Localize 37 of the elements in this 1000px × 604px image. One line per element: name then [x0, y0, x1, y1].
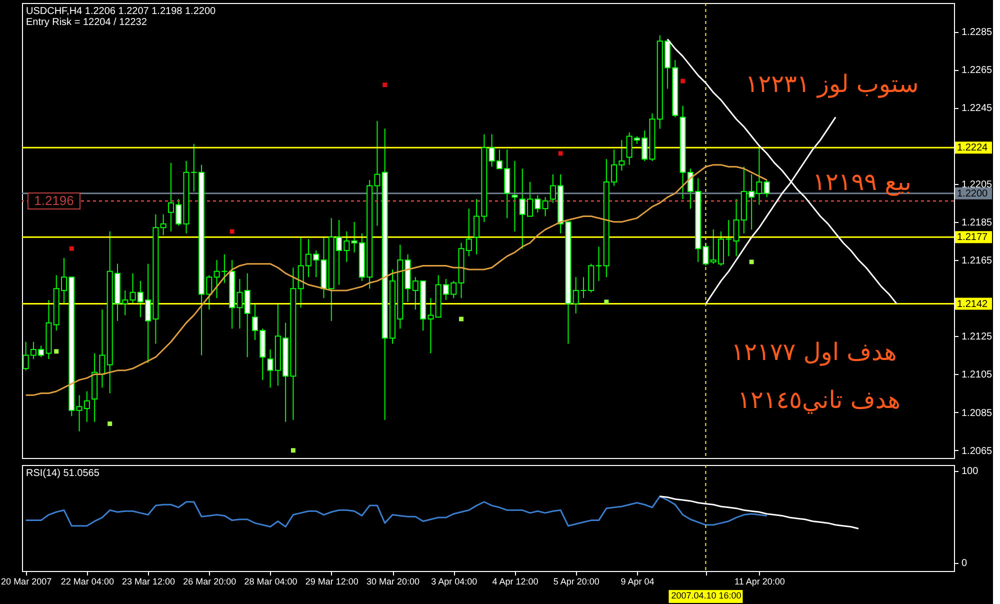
- text: Entry Risk = 12204 / 12232: [26, 17, 148, 28]
- x-tick-label: 28 Mar 04:00: [244, 576, 298, 586]
- x-tick-label: 20 Mar 2007: [1, 576, 52, 586]
- x-tick-label: 2007.04.10 16:00: [671, 590, 742, 600]
- y-tick-label: 1.2105: [962, 370, 993, 381]
- y-tick-label: 1.2265: [962, 65, 993, 76]
- y-tick-label: 1.2125: [962, 332, 993, 343]
- ref-line-label: 1.2177: [957, 232, 988, 244]
- x-tick-label: 26 Mar 20:00: [183, 576, 236, 586]
- y-tick-label: 1.2245: [962, 103, 993, 114]
- ref-line-label: 1.2224: [957, 142, 988, 154]
- ref-line-label: 1.2196: [34, 192, 74, 208]
- x-tick-label: 29 Mar 12:00: [305, 576, 358, 586]
- ref-line-label: 1.2200: [957, 188, 988, 200]
- x-tick-label: 5 Apr 20:00: [553, 576, 600, 586]
- y-tick-label: 1.2205: [962, 179, 993, 190]
- x-tick-label: 30 Mar 20:00: [366, 576, 420, 586]
- x-tick-label: 23 Mar 12:00: [122, 576, 176, 586]
- y-tick-label: 0: [962, 558, 968, 570]
- annotation: ستوب لوز ١٢٢٣١: [745, 70, 919, 98]
- y-tick-label: 1.2285: [962, 27, 993, 38]
- y-tick-label: 1.2065: [962, 446, 993, 457]
- x-tick-label: 4 Apr 12:00: [492, 576, 538, 586]
- y-tick-label: 1.2185: [962, 217, 993, 228]
- annotation: بيع ١٢١٩٩: [812, 168, 912, 196]
- chart-title: USDCHF,H4 1.2206 1.2207 1.2198 1.2200: [26, 6, 216, 17]
- x-tick-label: 3 Apr 04:00: [431, 576, 478, 586]
- x-tick-label: 22 Mar 04:00: [60, 576, 114, 586]
- annotation: هدف تاني١٢١٤٥: [738, 386, 900, 414]
- x-tick-label: 11 Apr 20:00: [734, 576, 785, 586]
- y-tick-label: 1.2165: [962, 256, 993, 267]
- y-tick-label: 1.2085: [962, 408, 993, 419]
- x-tick-label: 9 Apr 04: [620, 576, 654, 586]
- ref-line-label: 1.2142: [957, 298, 988, 310]
- annotation: هدف اول ١٢١٧٧: [731, 338, 897, 366]
- y-tick-label: 100: [962, 466, 979, 478]
- chart-title: RSI(14) 51.0565: [26, 468, 100, 479]
